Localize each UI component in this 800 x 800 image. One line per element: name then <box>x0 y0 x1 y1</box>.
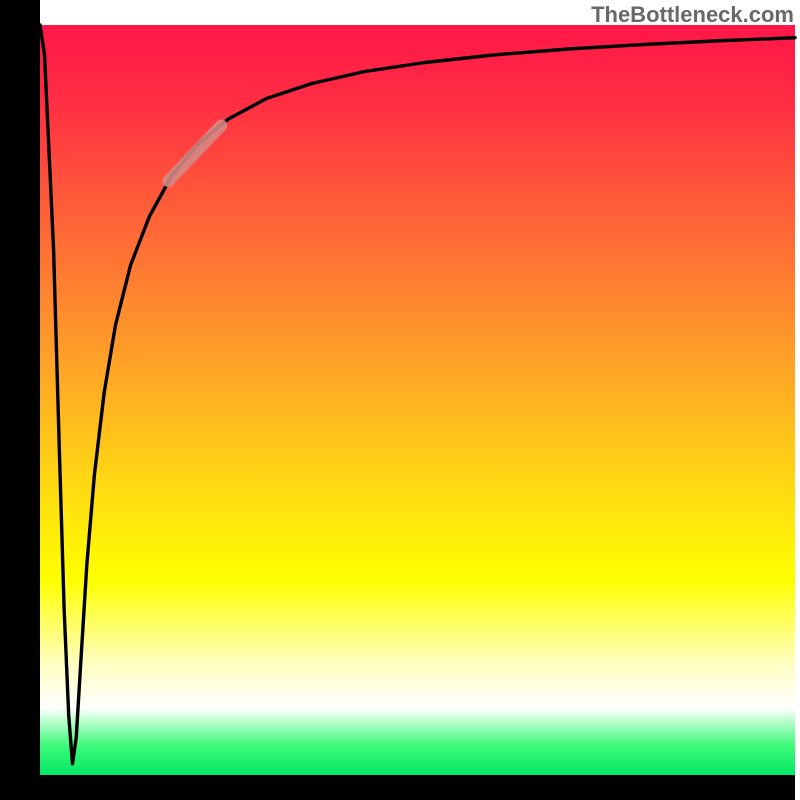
gradient-background <box>40 25 795 775</box>
attribution-text: TheBottleneck.com <box>591 2 794 28</box>
chart-canvas <box>0 0 800 800</box>
bottleneck-chart: TheBottleneck.com <box>0 0 800 800</box>
